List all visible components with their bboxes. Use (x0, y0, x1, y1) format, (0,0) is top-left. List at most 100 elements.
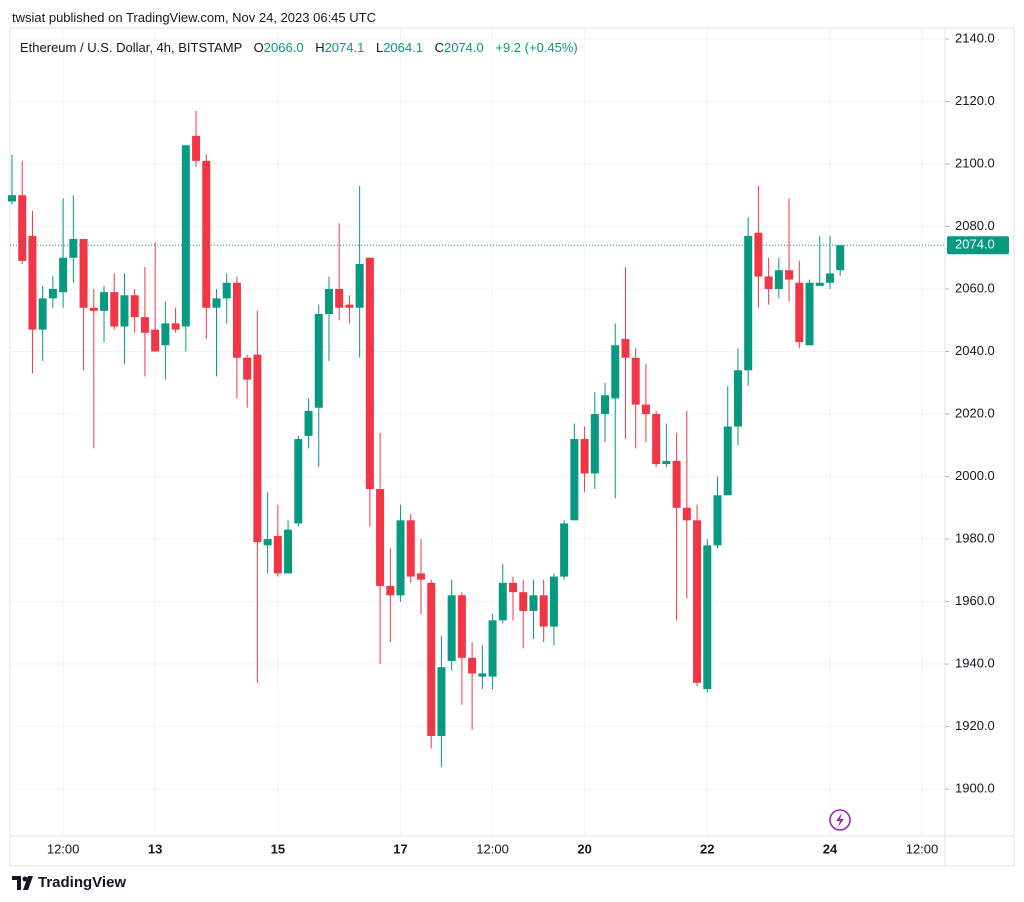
icon-bolt (836, 813, 844, 827)
candle-body (457, 595, 466, 658)
candle-body (345, 304, 354, 308)
y-tick-label: 1900.0 (955, 781, 995, 796)
candle-body (396, 520, 405, 596)
candle-body (693, 520, 702, 683)
x-tick-label: 13 (148, 841, 162, 856)
candle-body (570, 439, 579, 521)
high-value: 2074.1 (324, 40, 365, 55)
candle-body (754, 232, 763, 277)
y-tick-label: 1960.0 (955, 593, 995, 608)
candle-body (539, 595, 548, 627)
candle-body (406, 520, 415, 577)
y-tick-label: 2000.0 (955, 468, 995, 483)
candle-body (365, 257, 374, 490)
candle-body (192, 135, 201, 161)
candle-body (110, 292, 119, 327)
y-tick-label: 2020.0 (955, 405, 995, 420)
candle-body (631, 357, 640, 405)
candle-body (355, 263, 364, 308)
candle-body (151, 329, 160, 352)
candle-body (324, 288, 333, 315)
candle-body (314, 314, 323, 408)
lightning-icon[interactable] (829, 809, 851, 831)
candle-body (478, 673, 487, 677)
x-tick-label: 20 (577, 841, 591, 856)
candle-body (795, 282, 804, 343)
candle-body (18, 195, 27, 261)
logo-shape (12, 875, 33, 890)
y-tick-label: 2060.0 (955, 280, 995, 295)
candle-body (416, 573, 425, 580)
x-tick-label: 15 (271, 841, 285, 856)
x-tick-label: 12:00 (47, 841, 80, 856)
y-tick-label: 2100.0 (955, 155, 995, 170)
open-key: O (253, 40, 264, 55)
y-tick-label: 2040.0 (955, 343, 995, 358)
close-value: 2074.0 (443, 40, 484, 55)
candle-body (601, 395, 610, 415)
candle-body (560, 523, 569, 577)
candle-body (703, 545, 712, 690)
candle-body (509, 582, 518, 593)
y-tick-label: 2140.0 (955, 30, 995, 45)
brand-name: TradingView (38, 874, 127, 891)
candle-body (611, 345, 620, 399)
footer-brand[interactable]: TradingView (12, 874, 126, 891)
x-tick-label: 24 (823, 841, 838, 856)
candle-body (447, 595, 456, 661)
chart-frame (9, 27, 1015, 867)
candle-body (181, 145, 190, 327)
candle-body (825, 273, 834, 283)
candle-body (662, 460, 671, 465)
candle-body (682, 507, 691, 521)
candle-body (519, 592, 528, 611)
y-tick-label: 2120.0 (955, 93, 995, 108)
candle-body (263, 539, 272, 546)
candle-body (785, 270, 794, 280)
candle-body (733, 370, 742, 427)
candle-body (253, 354, 262, 543)
candle-body (273, 535, 282, 574)
x-tick-label: 12:00 (476, 841, 509, 856)
candle-body (284, 529, 293, 574)
candle-body (171, 323, 180, 330)
candle-body (130, 295, 139, 318)
low-key: L (375, 40, 384, 55)
low-value: 2064.1 (383, 40, 423, 55)
y-tick-label: 1920.0 (955, 718, 995, 733)
change: +9.2 (+0.45%) (495, 40, 578, 55)
publisher-line: twsiat published on TradingView.com, Nov… (12, 10, 376, 25)
x-tick-label: 22 (700, 841, 714, 856)
candle-body (8, 195, 16, 202)
candle-body (549, 576, 558, 627)
brand-logo (12, 875, 33, 890)
candle-body (38, 298, 47, 330)
candle-body (774, 270, 783, 289)
candle-body (89, 307, 98, 311)
candle-body (764, 276, 773, 289)
close-key: C (434, 40, 444, 55)
icon-circle (829, 809, 851, 831)
symbol: Ethereum / U.S. Dollar, 4h, BITSTAMP (20, 40, 243, 55)
candle-body (100, 292, 109, 311)
candle-body (529, 595, 538, 611)
y-tick-label: 1940.0 (955, 656, 995, 671)
candle-body (243, 357, 252, 380)
candle-body (672, 460, 681, 508)
candle-body (48, 288, 57, 299)
y-tick-label: 2080.0 (955, 218, 995, 233)
candle-body (294, 439, 303, 524)
candle-body (652, 414, 661, 465)
candle-body (805, 282, 814, 346)
y-tick-label: 1980.0 (955, 530, 995, 545)
candle-body (437, 667, 446, 736)
candle-body (304, 410, 313, 436)
candle-body (621, 339, 630, 358)
candle-body (836, 245, 845, 271)
price-tag-label: 2074.0 (955, 237, 995, 252)
candle-body (335, 288, 344, 308)
candle-body (376, 489, 385, 586)
x-tick-label: 12:00 (906, 841, 939, 856)
